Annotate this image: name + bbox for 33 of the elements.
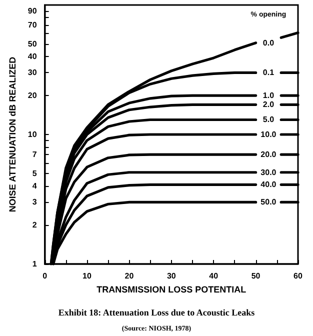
x-tick-label: 0 [42, 272, 48, 280]
y-tick-label: 7 [32, 150, 38, 160]
y-axis-title: NOISE ATTENUATION dB REALIZED [8, 56, 18, 212]
series-label: 30.0 [260, 168, 277, 177]
x-tick-label: 10 [82, 272, 92, 280]
series-label: 0.0 [262, 38, 275, 48]
y-tick-label: 2 [32, 220, 38, 230]
series-label: 10.0 [260, 130, 277, 139]
series-label: 2.0 [262, 100, 275, 110]
x-axis-title: TRANSMISSION LOSS POTENTIAL [96, 284, 247, 294]
y-tick-label: 3 [32, 198, 38, 207]
x-tick-label: 50 [251, 272, 261, 280]
series-label: 5.0 [262, 115, 275, 124]
y-tick-label: 5 [32, 168, 38, 178]
series-label: 0.1 [262, 68, 275, 78]
text: Exhibit 18: Attenuation Loss due to Acoustic Leaks [58, 308, 256, 318]
series-label: 20.0 [260, 150, 277, 160]
series-label: 50.0 [260, 198, 277, 207]
y-tick-label: 30 [28, 68, 38, 78]
series-label: 40.0 [260, 180, 277, 190]
series-label: 1.0 [262, 91, 275, 100]
y-tick-label: 20 [28, 91, 38, 100]
y-tick-label: 4 [32, 182, 38, 191]
y-tick-label: 40 [28, 52, 38, 62]
y-tick-label: 70 [28, 20, 38, 30]
y-tick-label: 90 [28, 6, 38, 16]
x-tick-label: 20 [124, 272, 134, 280]
x-tick-label: 30 [166, 272, 176, 280]
y-tick-label: 50 [28, 39, 38, 48]
y-tick-label: 1 [32, 260, 38, 268]
x-tick-label: 40 [209, 272, 219, 280]
x-tick-label: 60 [294, 272, 303, 280]
y-tick-label: 10 [28, 130, 38, 139]
